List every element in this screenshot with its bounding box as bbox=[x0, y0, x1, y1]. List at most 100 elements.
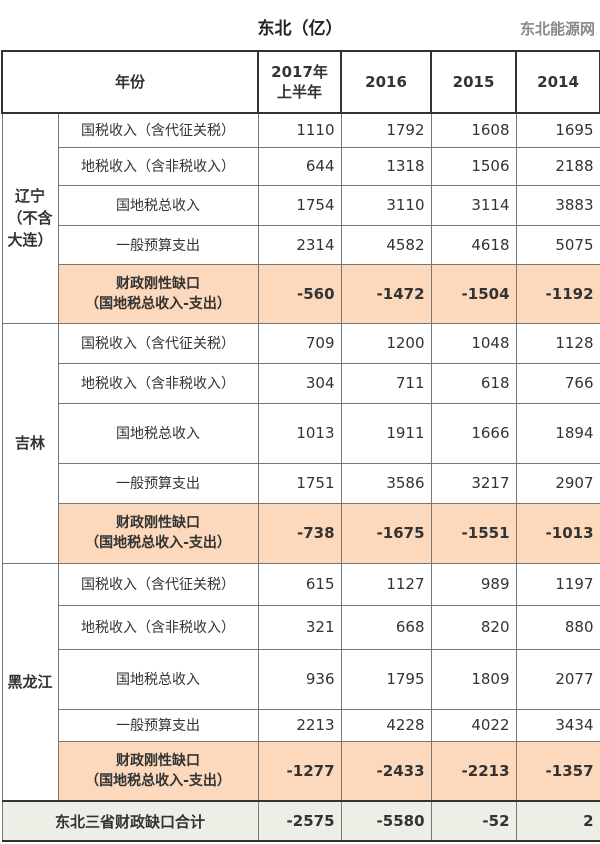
cell-value: 3110 bbox=[340, 184, 432, 226]
table-row: 一般预算支出 2213 4228 4022 3434 bbox=[2, 708, 600, 742]
cell-value: 2314 bbox=[257, 224, 342, 265]
table-row: 地税收入（含非税收入） 644 1318 1506 2188 bbox=[2, 146, 600, 186]
cell-value: 4228 bbox=[340, 708, 432, 742]
header-item: 年份 bbox=[0, 50, 260, 114]
cell-value: 1200 bbox=[340, 322, 432, 364]
cell-value: 820 bbox=[430, 604, 517, 650]
table-row: 国地税总收入 1013 1911 1666 1894 bbox=[2, 402, 600, 464]
row-label: 国地税总收入 bbox=[57, 648, 259, 710]
cell-value: 1128 bbox=[515, 322, 600, 364]
table-row: 一般预算支出 2314 4582 4618 5075 bbox=[2, 224, 600, 265]
table-row: 一般预算支出 1751 3586 3217 2907 bbox=[2, 462, 600, 504]
cell-value: 1013 bbox=[257, 402, 342, 464]
cell-value: 644 bbox=[257, 146, 342, 186]
cell-value: -1013 bbox=[515, 502, 600, 564]
cell-value: -1675 bbox=[340, 502, 432, 564]
cell-value: 936 bbox=[257, 648, 342, 710]
cell-value: 1318 bbox=[340, 146, 432, 186]
province-name: 黑龙江 bbox=[1, 562, 59, 802]
row-label: 一般预算支出 bbox=[57, 224, 259, 265]
watermark: 东北能源网 bbox=[519, 20, 595, 38]
fiscal-table: 年份 2017年 上半年 2016 2015 2014 辽宁（不含大连） 国税收入（含代征关… bbox=[0, 50, 600, 842]
row-label: 一般预算支出 bbox=[57, 462, 259, 504]
table-body: 年份 2017年 上半年 2016 2015 2014 辽宁（不含大连） 国税收入（含代征关… bbox=[0, 50, 600, 842]
cell-value: 4582 bbox=[340, 224, 432, 265]
cell-value: 321 bbox=[257, 604, 342, 650]
table-row: 辽宁（不含大连） 国税收入（含代征关税） 1110 1792 1608 1695 bbox=[1, 112, 600, 324]
table-row: 财政刚性缺口 （国地税总收入-支出） -560 -1472 -1504 -1192 bbox=[2, 263, 600, 324]
table-row: 地税收入（含非税收入） 304 711 618 766 bbox=[2, 362, 600, 404]
header-year: 2014 bbox=[515, 50, 600, 114]
cell-value: 1110 bbox=[257, 112, 342, 148]
cell-value: 618 bbox=[430, 362, 517, 404]
table-row: 财政刚性缺口 （国地税总收入-支出） -1277 -2433 -2213 -1357 bbox=[2, 740, 600, 802]
cell-value: 1695 bbox=[515, 112, 600, 148]
cell-value: 711 bbox=[340, 362, 432, 404]
cell-value: -1472 bbox=[340, 263, 432, 324]
cell-value: 1795 bbox=[340, 648, 432, 710]
cell-value: -1192 bbox=[515, 263, 600, 324]
cell-value: 2213 bbox=[257, 708, 342, 742]
cell-value: 1754 bbox=[257, 184, 342, 226]
row-label: 国地税总收入 bbox=[57, 184, 259, 226]
row-label: 财政刚性缺口 （国地税总收入-支出） bbox=[57, 263, 259, 324]
cell-value: 4618 bbox=[430, 224, 517, 265]
header-year: 2016 bbox=[340, 50, 433, 114]
cell-value: 668 bbox=[340, 604, 432, 650]
cell-value: 1911 bbox=[340, 402, 432, 464]
total-value: -52 bbox=[430, 800, 517, 842]
table-row: 地税收入（含非税收入） 321 668 820 880 bbox=[2, 604, 600, 650]
cell-value: 709 bbox=[257, 322, 342, 364]
row-label: 地税收入（含非税收入） bbox=[57, 362, 259, 404]
row-label: 国税收入（含代征关税） bbox=[57, 322, 259, 364]
cell-value: 304 bbox=[257, 362, 342, 404]
cell-value: -1277 bbox=[257, 740, 342, 802]
cell-value: -1551 bbox=[430, 502, 517, 564]
province-name: 吉林 bbox=[1, 322, 59, 564]
cell-value: 2188 bbox=[515, 146, 600, 186]
province-name: 辽宁（不含大连） bbox=[1, 112, 59, 324]
table-row: 黑龙江 国税收入（含代征关税） 615 1127 989 1197 bbox=[1, 562, 600, 802]
cell-value: 1197 bbox=[515, 562, 600, 606]
total-label: 东北三省财政缺口合计 bbox=[1, 800, 259, 842]
table-row: 国地税总收入 1754 3110 3114 3883 bbox=[2, 184, 600, 226]
cell-value: 2077 bbox=[515, 648, 600, 710]
cell-value: 1751 bbox=[257, 462, 342, 504]
cell-value: 1809 bbox=[430, 648, 517, 710]
cell-value: 4022 bbox=[430, 708, 517, 742]
cell-value: 1506 bbox=[430, 146, 517, 186]
header-year: 2015 bbox=[430, 50, 518, 114]
cell-value: 880 bbox=[515, 604, 600, 650]
total-value: -5580 bbox=[340, 800, 432, 842]
table-row: 国地税总收入 936 1795 1809 2077 bbox=[2, 648, 600, 710]
row-label: 地税收入（含非税收入） bbox=[57, 146, 259, 186]
row-label: 地税收入（含非税收入） bbox=[57, 604, 259, 650]
cell-value: 5075 bbox=[515, 224, 600, 265]
header-row: 年份 2017年 上半年 2016 2015 2014 bbox=[0, 50, 600, 114]
cell-value: 3114 bbox=[430, 184, 517, 226]
total-value: 2 bbox=[515, 800, 600, 842]
cell-value: 2907 bbox=[515, 462, 600, 504]
cell-value: 3434 bbox=[515, 708, 600, 742]
row-label: 国税收入（含代征关税） bbox=[57, 112, 259, 148]
cell-value: 615 bbox=[257, 562, 342, 606]
header-year: 2017年 上半年 bbox=[257, 50, 343, 114]
row-label: 国税收入（含代征关税） bbox=[57, 562, 259, 606]
cell-value: 3883 bbox=[515, 184, 600, 226]
cell-value: 1048 bbox=[430, 322, 517, 364]
cell-value: 1127 bbox=[340, 562, 432, 606]
cell-value: 3586 bbox=[340, 462, 432, 504]
cell-value: -1357 bbox=[515, 740, 600, 802]
cell-value: -738 bbox=[257, 502, 342, 564]
cell-value: 989 bbox=[430, 562, 517, 606]
table-row: 吉林 国税收入（含代征关税） 709 1200 1048 1128 bbox=[1, 322, 600, 564]
table-row: 财政刚性缺口 （国地税总收入-支出） -738 -1675 -1551 -1013 bbox=[2, 502, 600, 564]
cell-value: 3217 bbox=[430, 462, 517, 504]
total-row: 东北三省财政缺口合计 -2575 -5580 -52 2 bbox=[1, 800, 600, 842]
cell-value: -560 bbox=[257, 263, 342, 324]
row-label: 一般预算支出 bbox=[57, 708, 259, 742]
table-title: 东北（亿） bbox=[257, 19, 343, 39]
row-label: 财政刚性缺口 （国地税总收入-支出） bbox=[57, 502, 259, 564]
cell-value: 766 bbox=[515, 362, 600, 404]
cell-value: -1504 bbox=[430, 263, 517, 324]
